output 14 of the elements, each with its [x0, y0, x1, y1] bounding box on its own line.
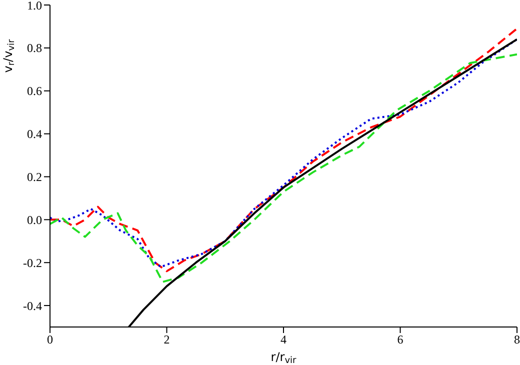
x-tick-label: 8 [514, 332, 520, 347]
x-tick-label: 4 [280, 332, 286, 347]
y-tick-label: 1.0 [27, 0, 42, 12]
x-tick-label: 2 [164, 332, 170, 347]
y-tick-label: -0.2 [23, 256, 42, 270]
y-tick-label: 0.4 [27, 127, 42, 142]
y-tick-label: 0.6 [27, 84, 42, 98]
x-axis-title: r/r$_{vir}$ [270, 350, 297, 365]
x-tick-label: 0 [47, 332, 53, 347]
y-tick-label: 0.8 [27, 41, 42, 56]
x-tick-label: 6 [397, 332, 404, 347]
y-tick-label: 0.2 [27, 170, 42, 184]
y-tick-label: 0.0 [27, 212, 42, 227]
y-tick-label: -0.4 [23, 298, 42, 313]
